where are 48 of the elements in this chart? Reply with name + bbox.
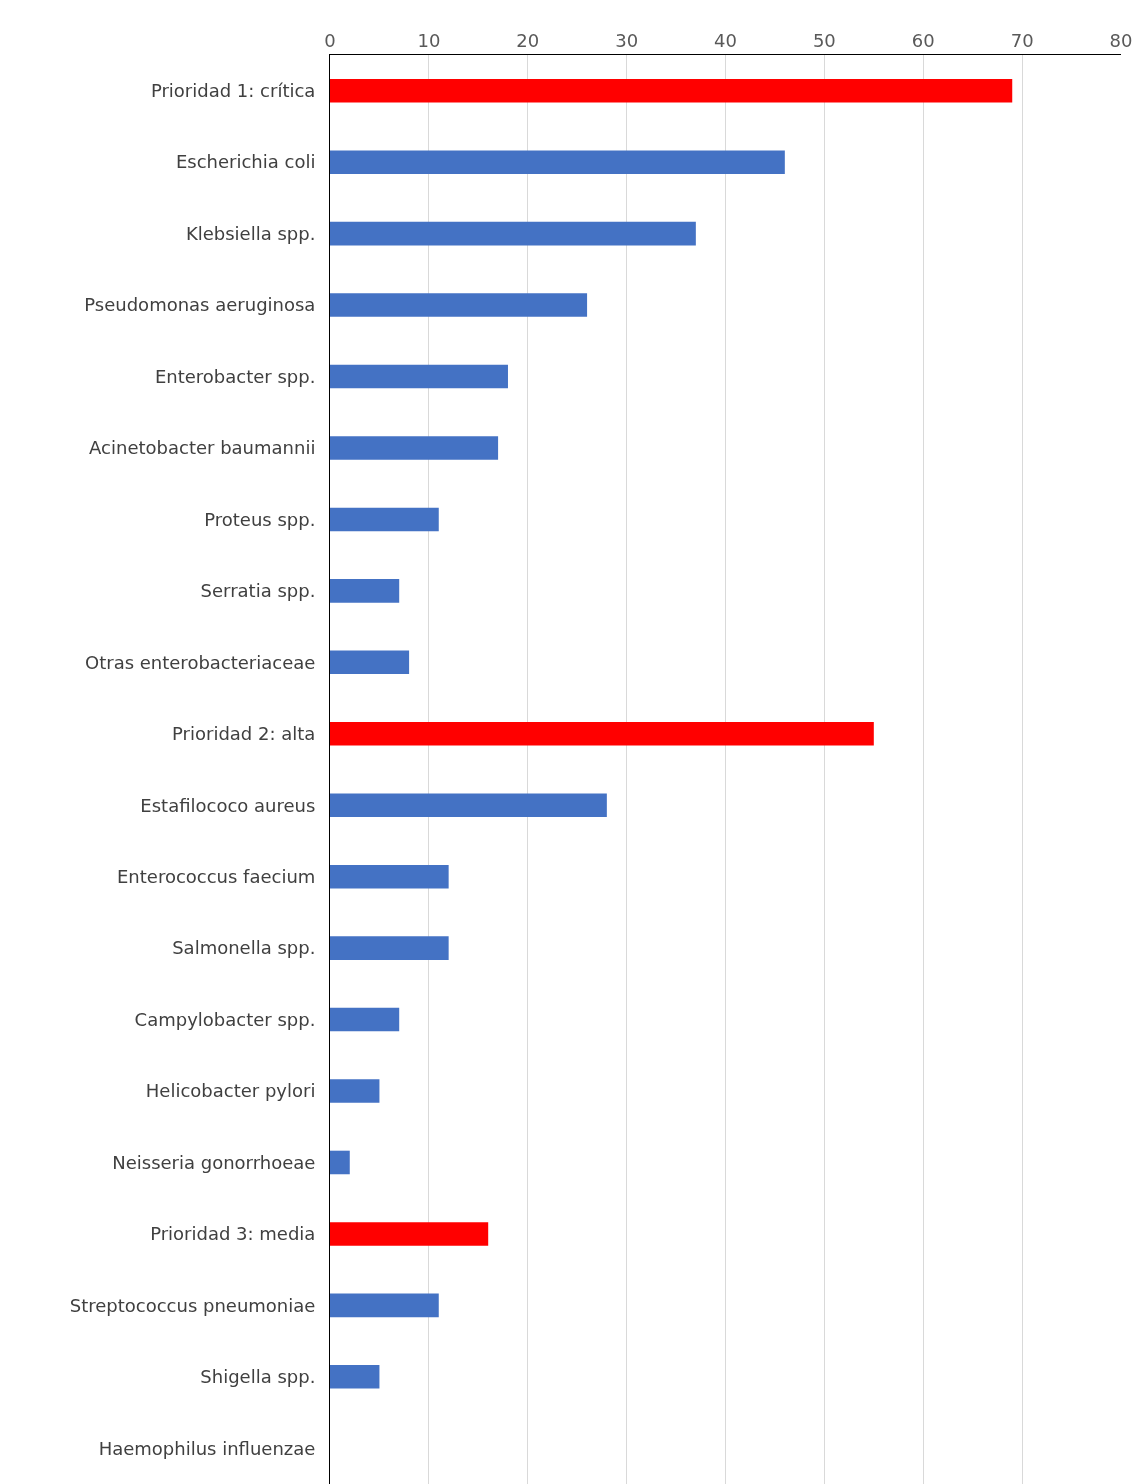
bar <box>330 436 499 460</box>
y-tick-label: Otras enterobacteriaceae <box>85 651 316 673</box>
y-tick-label: Prioridad 2: alta <box>172 723 316 745</box>
bar <box>330 1007 400 1032</box>
x-tick-label: 70 <box>1010 29 1034 51</box>
y-tick-label: Campylobacter spp. <box>134 1008 316 1030</box>
bar <box>330 507 439 532</box>
y-tick-label: Helicobacter pylori <box>145 1080 316 1102</box>
y-tick-label: Streptococcus pneumoniae <box>69 1294 316 1316</box>
bar <box>330 364 508 389</box>
bar <box>330 221 696 246</box>
x-tick-label: 10 <box>417 29 441 51</box>
x-tick-label: 30 <box>615 29 639 51</box>
y-tick-label: Neisseria gonorrhoeae <box>112 1151 316 1173</box>
y-tick-label: Pseudomonas aeruginosa <box>84 294 316 316</box>
y-tick-label: Salmonella spp. <box>172 937 316 959</box>
x-tick-label: 50 <box>812 29 836 51</box>
bar <box>330 150 785 174</box>
y-tick-label: Proteus spp. <box>204 508 316 530</box>
bar <box>330 1222 489 1246</box>
bar <box>330 1150 350 1175</box>
x-tick-label: 60 <box>911 29 935 51</box>
bar <box>330 579 400 603</box>
bar <box>330 1365 380 1389</box>
bar <box>330 293 588 317</box>
y-tick-label: Haemophilus influenzae <box>98 1437 316 1459</box>
y-tick-label: Serratia spp. <box>200 580 316 602</box>
y-tick-label: Prioridad 3: media <box>150 1223 316 1245</box>
bar <box>330 721 874 746</box>
bar <box>330 650 410 675</box>
y-tick-label: Enterobacter spp. <box>154 365 316 387</box>
y-tick-label: Acinetobacter baumannii <box>89 437 316 459</box>
bar <box>330 793 607 818</box>
bar <box>330 936 449 960</box>
y-tick-label: Shigella spp. <box>200 1366 316 1388</box>
y-tick-label: Enterococcus faecium <box>116 865 316 887</box>
y-tick-label: Prioridad 1: crítica <box>150 80 316 102</box>
x-tick-label: 80 <box>1109 29 1133 51</box>
bar <box>330 78 1013 103</box>
y-tick-label: Klebsiella spp. <box>185 222 316 244</box>
x-tick-label: 0 <box>324 29 336 51</box>
x-tick-label: 20 <box>516 29 540 51</box>
y-tick-label: Escherichia coli <box>175 151 316 173</box>
x-tick-label: 40 <box>714 29 737 51</box>
y-tick-label: Estafilococo aureus <box>140 794 316 816</box>
bar <box>330 1079 380 1103</box>
bar <box>330 1293 439 1318</box>
bar <box>330 864 449 889</box>
